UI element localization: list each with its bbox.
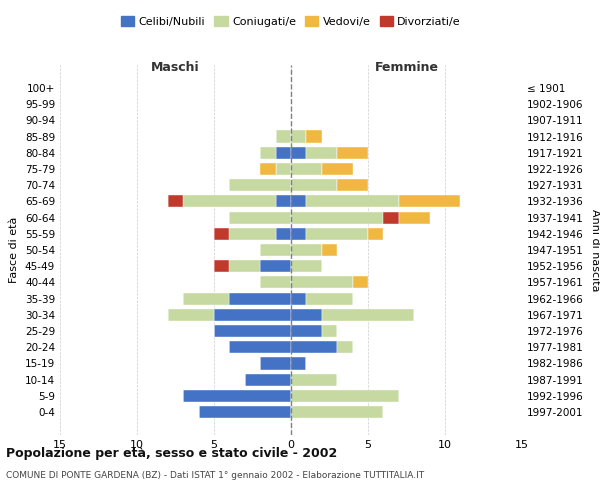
Bar	[229, 228, 275, 240]
Bar	[229, 179, 291, 191]
Bar	[307, 228, 368, 240]
Bar	[399, 212, 430, 224]
Text: Femmine: Femmine	[374, 61, 439, 74]
Bar	[368, 228, 383, 240]
Bar	[229, 212, 291, 224]
Bar	[353, 276, 368, 288]
Text: Popolazione per età, sesso e stato civile - 2002: Popolazione per età, sesso e stato civil…	[6, 448, 337, 460]
Bar	[291, 260, 322, 272]
Bar	[275, 196, 291, 207]
Bar	[245, 374, 291, 386]
Bar	[229, 341, 291, 353]
Bar	[199, 406, 291, 418]
Legend: Celibi/Nubili, Coniugati/e, Vedovi/e, Divorziati/e: Celibi/Nubili, Coniugati/e, Vedovi/e, Di…	[116, 12, 466, 31]
Bar	[183, 196, 275, 207]
Bar	[275, 163, 291, 175]
Bar	[322, 244, 337, 256]
Bar	[291, 390, 399, 402]
Bar	[291, 276, 353, 288]
Y-axis label: Fasce di età: Fasce di età	[10, 217, 19, 283]
Bar	[260, 244, 291, 256]
Bar	[260, 276, 291, 288]
Text: Maschi: Maschi	[151, 61, 200, 74]
Bar	[214, 325, 291, 337]
Bar	[168, 196, 183, 207]
Bar	[275, 146, 291, 159]
Bar	[260, 358, 291, 370]
Bar	[322, 163, 353, 175]
Bar	[307, 130, 322, 142]
Bar	[291, 228, 307, 240]
Bar	[322, 309, 414, 321]
Bar	[291, 325, 322, 337]
Bar	[337, 146, 368, 159]
Bar	[291, 244, 322, 256]
Bar	[307, 196, 399, 207]
Bar	[168, 309, 214, 321]
Bar	[337, 341, 353, 353]
Bar	[275, 228, 291, 240]
Bar	[291, 341, 337, 353]
Bar	[229, 260, 260, 272]
Bar	[260, 260, 291, 272]
Text: COMUNE DI PONTE GARDENA (BZ) - Dati ISTAT 1° gennaio 2002 - Elaborazione TUTTITA: COMUNE DI PONTE GARDENA (BZ) - Dati ISTA…	[6, 470, 424, 480]
Bar	[337, 179, 368, 191]
Bar	[307, 146, 337, 159]
Y-axis label: Anni di nascita: Anni di nascita	[590, 209, 600, 291]
Bar	[291, 374, 337, 386]
Bar	[275, 130, 291, 142]
Bar	[322, 325, 337, 337]
Bar	[291, 130, 307, 142]
Bar	[291, 358, 307, 370]
Bar	[214, 228, 229, 240]
Bar	[291, 163, 322, 175]
Bar	[291, 292, 307, 304]
Bar	[291, 406, 383, 418]
Bar	[399, 196, 460, 207]
Bar	[260, 163, 275, 175]
Bar	[291, 309, 322, 321]
Bar	[291, 196, 307, 207]
Bar	[291, 146, 307, 159]
Bar	[229, 292, 291, 304]
Bar	[214, 309, 291, 321]
Bar	[383, 212, 399, 224]
Bar	[291, 212, 383, 224]
Bar	[291, 179, 337, 191]
Bar	[183, 292, 229, 304]
Bar	[260, 146, 275, 159]
Bar	[183, 390, 291, 402]
Bar	[307, 292, 353, 304]
Bar	[214, 260, 229, 272]
